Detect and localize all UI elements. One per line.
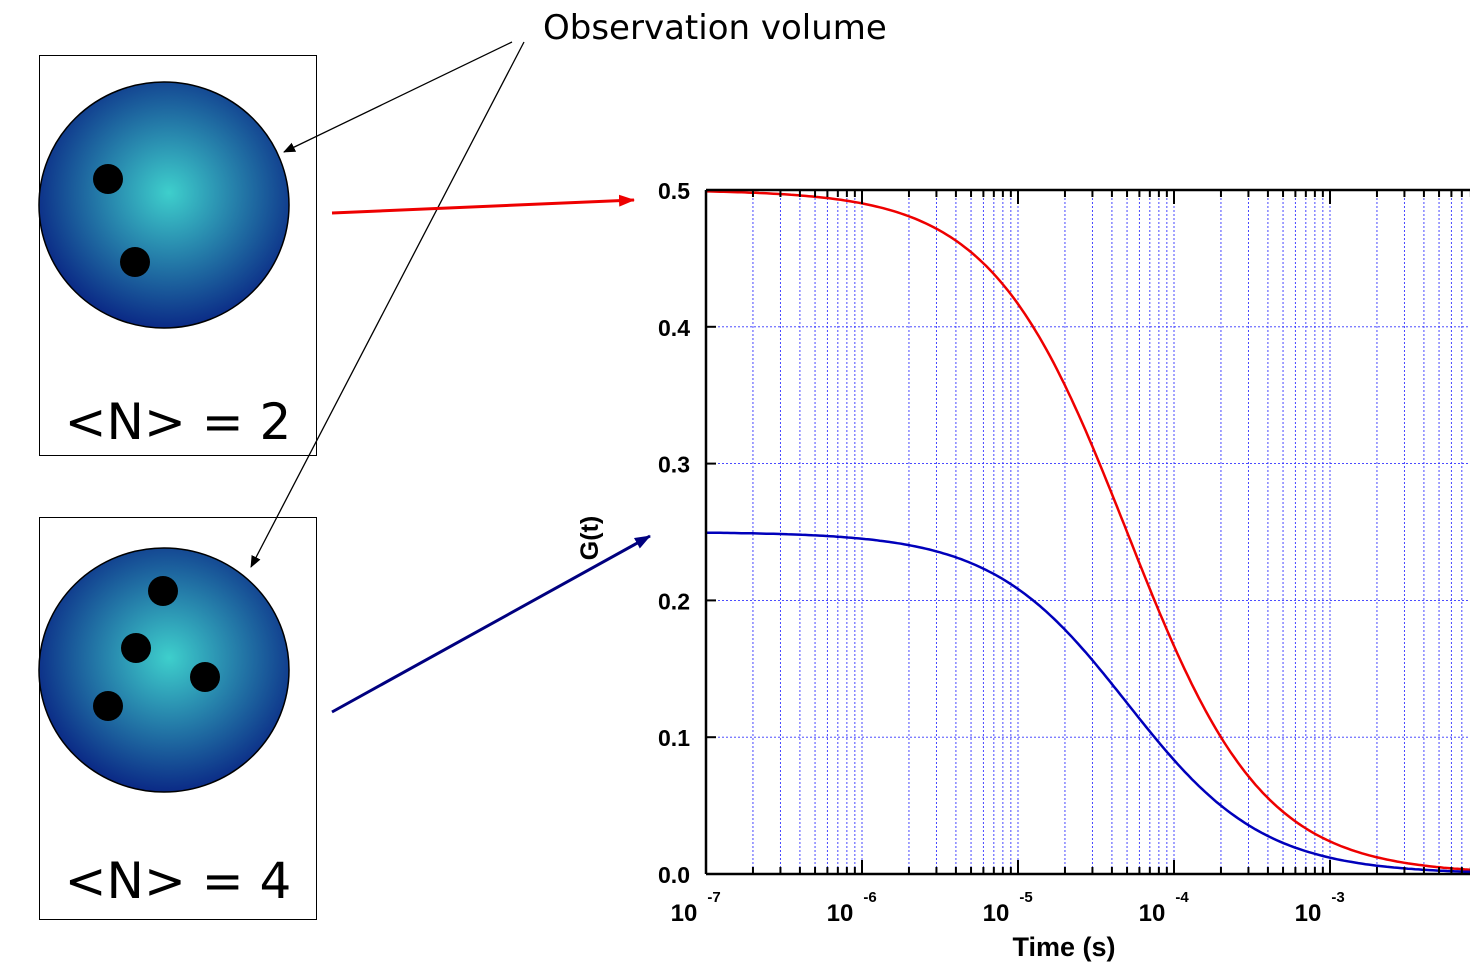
curve-n4 xyxy=(706,531,1470,874)
x-tick-label-exponent: -6 xyxy=(863,889,876,906)
x-tick-label-exponent: -7 xyxy=(707,889,720,906)
x-tick-label-exponent: -5 xyxy=(1019,889,1032,906)
particle xyxy=(93,164,123,194)
y-tick-label: 0.1 xyxy=(658,725,690,751)
y-tick-label: 0.3 xyxy=(658,452,690,478)
panel-n4-label: <N> = 4 xyxy=(64,852,292,910)
plot-axes xyxy=(704,188,1470,876)
observation-sphere-bottom xyxy=(38,547,290,793)
panel-n2-label: <N> = 2 xyxy=(64,393,292,451)
x-tick-label: 10 xyxy=(671,900,698,927)
x-tick-label: 10 xyxy=(1139,900,1166,927)
x-tick-label: 10 xyxy=(1295,900,1322,927)
x-tick-label: 10 xyxy=(983,900,1010,927)
y-axis-label: G(t) xyxy=(576,516,604,560)
curve-n2 xyxy=(706,190,1470,871)
plot-grid xyxy=(706,190,1470,874)
y-tick-label: 0.0 xyxy=(658,862,690,888)
x-axis-label: Time (s) xyxy=(1012,932,1115,962)
plot-curves xyxy=(706,190,1470,874)
y-tick-label: 0.4 xyxy=(658,315,690,341)
x-tick-label-exponent: -4 xyxy=(1175,889,1189,906)
y-tick-label: 0.2 xyxy=(658,588,690,614)
annotation-arrow-bottom xyxy=(250,41,525,568)
particle xyxy=(93,691,123,721)
particles-top xyxy=(93,164,150,277)
particles-bottom xyxy=(93,576,220,721)
observation-volume-label: Observation volume xyxy=(543,8,887,48)
particle xyxy=(148,576,178,606)
plot-tick-labels: 0.0 0.1 0.2 0.3 0.4 0.5 10 -7 10 -6 10 -5 10 -4 10 -3 xyxy=(658,178,1345,927)
y-tick-label: 0.5 xyxy=(658,178,690,204)
pointer-arrow-n2 xyxy=(331,194,635,215)
x-tick-label: 10 xyxy=(827,900,854,927)
observation-sphere-top xyxy=(38,81,290,329)
annotation-arrow-top xyxy=(283,41,513,153)
particle xyxy=(190,662,220,692)
particle xyxy=(120,247,150,277)
x-tick-label-exponent: -3 xyxy=(1331,889,1344,906)
particle xyxy=(121,633,151,663)
pointer-arrow-n4 xyxy=(331,534,651,714)
